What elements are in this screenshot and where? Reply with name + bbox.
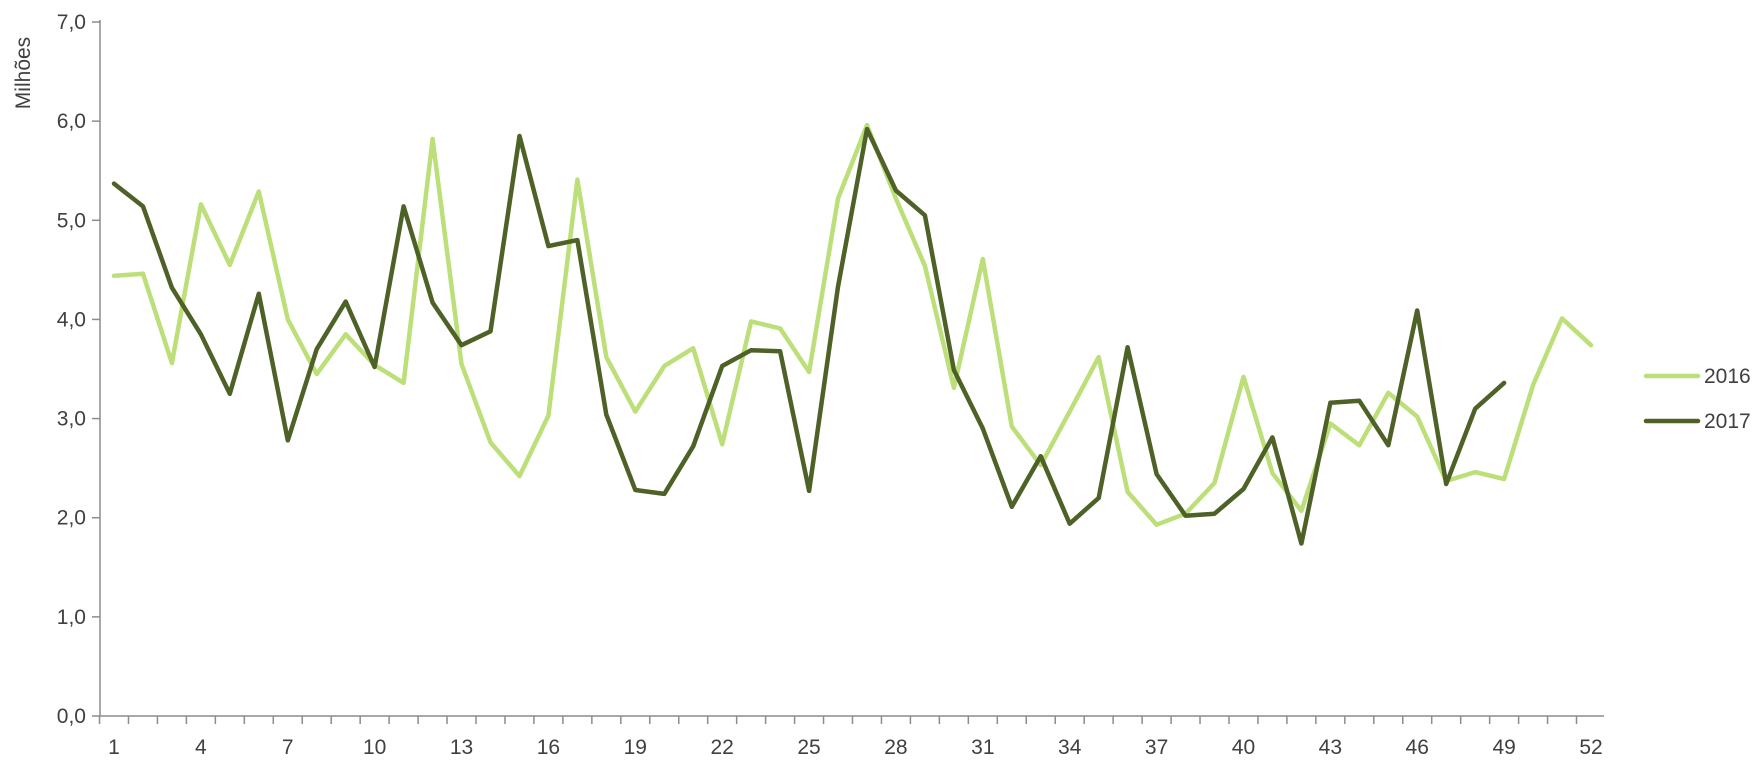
y-tick-label: 6,0 [57,110,86,133]
axes [99,20,1604,717]
y-tick-label: 2,0 [57,507,86,530]
x-tick-label: 13 [450,736,473,759]
series-layer [111,122,1594,546]
x-tick-label: 10 [363,736,386,759]
x-tick-label: 43 [1319,736,1342,759]
x-tick-label: 7 [282,736,294,759]
y-tick-label: 3,0 [57,408,86,431]
legend-label-2016: 2016 [1704,365,1751,388]
y-tick-label: 0,0 [57,705,86,728]
x-tick-label: 34 [1058,736,1082,759]
x-tick-label: 52 [1579,736,1602,759]
x-tick-label: 37 [1145,736,1168,759]
x-tick-label: 31 [971,736,994,759]
x-tick-label: 49 [1492,736,1515,759]
x-tick-label: 46 [1406,736,1429,759]
x-tick-label: 25 [797,736,820,759]
y-tick-label: 4,0 [57,308,86,331]
series-line-2017 [111,126,1507,546]
series-line-2016 [111,122,1594,527]
x-axis-ticks: 1 4 7 10 13 16 19 22 25 28 31 34 37 40 43 46 49 52 [98,716,1603,759]
x-tick-label: 1 [108,736,120,759]
legend-label-2017: 2017 [1704,410,1751,433]
x-tick-label: 28 [884,736,907,759]
y-axis-ticks: 0,0 1,0 2,0 3,0 4,0 5,0 6,0 7,0 [57,11,100,728]
x-tick-label: 16 [537,736,560,759]
x-tick-label: 40 [1232,736,1255,759]
x-tick-label: 19 [624,736,647,759]
y-tick-label: 1,0 [57,606,86,629]
x-tick-label: 22 [710,736,733,759]
x-tick-label: 4 [195,736,207,759]
legend: 2016 2017 [1643,365,1751,433]
y-tick-label: 7,0 [57,11,86,34]
y-axis-title: Milhões [12,37,35,109]
y-tick-label: 5,0 [57,209,86,232]
